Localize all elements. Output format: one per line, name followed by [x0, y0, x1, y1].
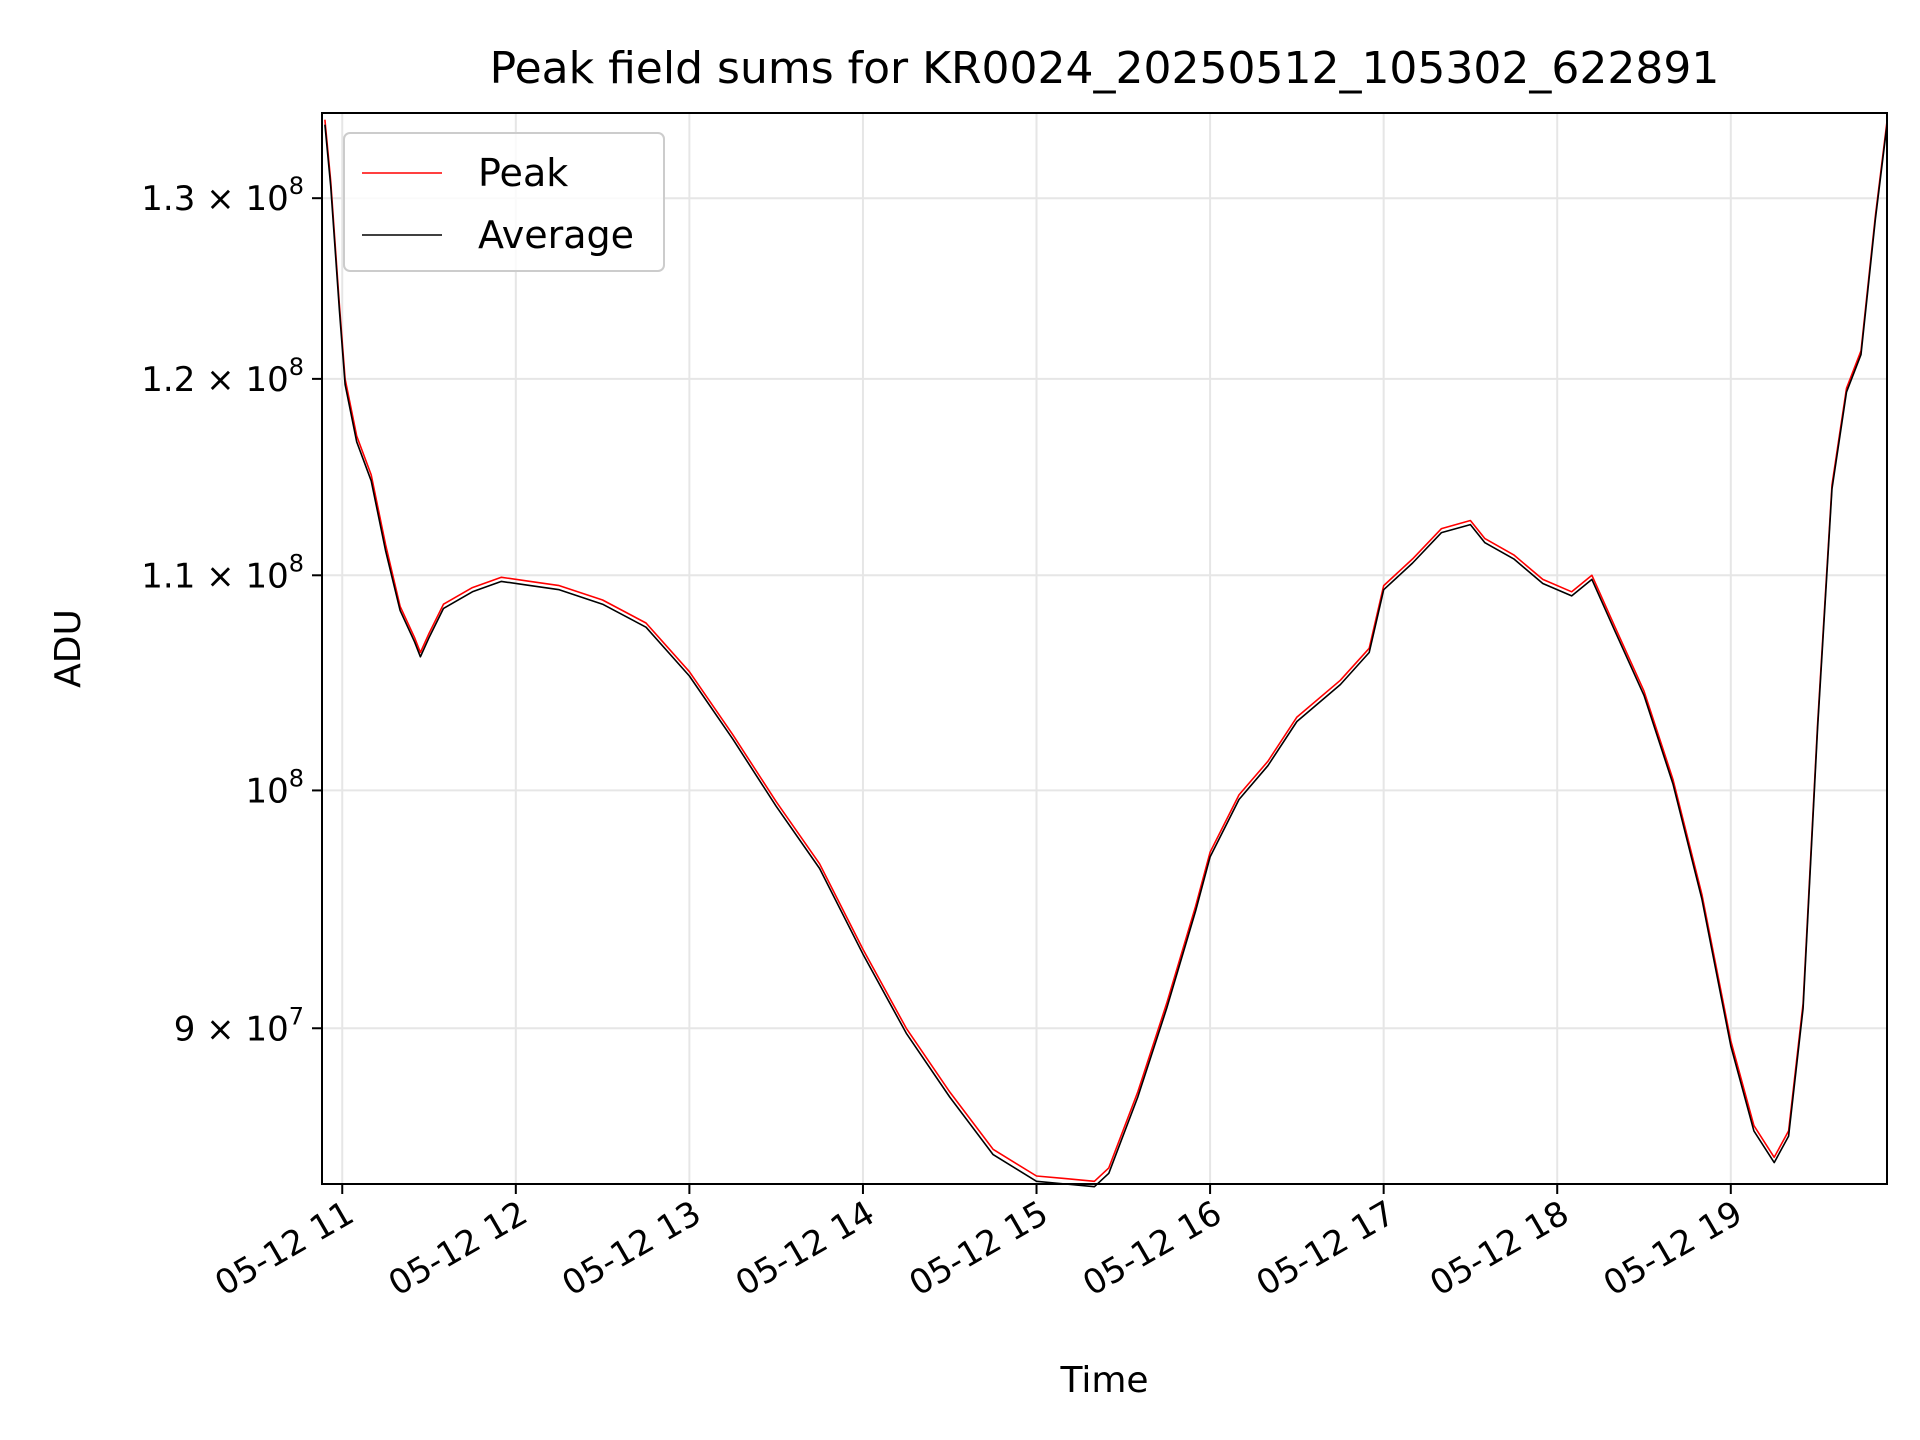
y-tick-label: 1.3 × 108 — [141, 172, 304, 219]
legend-box — [343, 132, 665, 272]
series-line-average — [324, 124, 1888, 1188]
y-tick-mantissa: 1.3 × 10 — [141, 179, 288, 219]
plot-frame — [321, 112, 1888, 1185]
legend-label-peak: Peak — [478, 151, 568, 195]
series-layer — [324, 119, 1888, 1188]
y-tick-exponent: 8 — [289, 549, 304, 577]
legend: Peak Average — [343, 132, 665, 272]
y-tick-label: 1.2 × 108 — [141, 353, 304, 400]
y-tick-mantissa: 1.2 × 10 — [141, 360, 288, 400]
legend-label-average: Average — [478, 213, 634, 257]
y-axis-label: ADU — [48, 609, 89, 688]
y-tick-label: 1.1 × 108 — [141, 549, 304, 596]
chart-title: Peak field sums for KR0024_20250512_1053… — [490, 43, 1720, 94]
x-axis-label: Time — [1059, 1360, 1148, 1401]
y-tick-label: 108 — [245, 764, 304, 811]
y-tick-exponent: 8 — [289, 172, 304, 200]
y-tick-mantissa: 1.1 × 10 — [141, 556, 288, 596]
grid-lines — [322, 113, 1887, 1184]
y-tick-exponent: 8 — [289, 764, 304, 792]
y-tick-exponent: 7 — [289, 1002, 304, 1030]
y-tick-exponent: 8 — [289, 353, 304, 381]
y-tick-mantissa: 10 — [245, 771, 288, 811]
y-tick-mantissa: 9 × 10 — [174, 1009, 289, 1049]
y-tick-label: 9 × 107 — [174, 1002, 304, 1049]
series-line-peak — [324, 119, 1888, 1183]
